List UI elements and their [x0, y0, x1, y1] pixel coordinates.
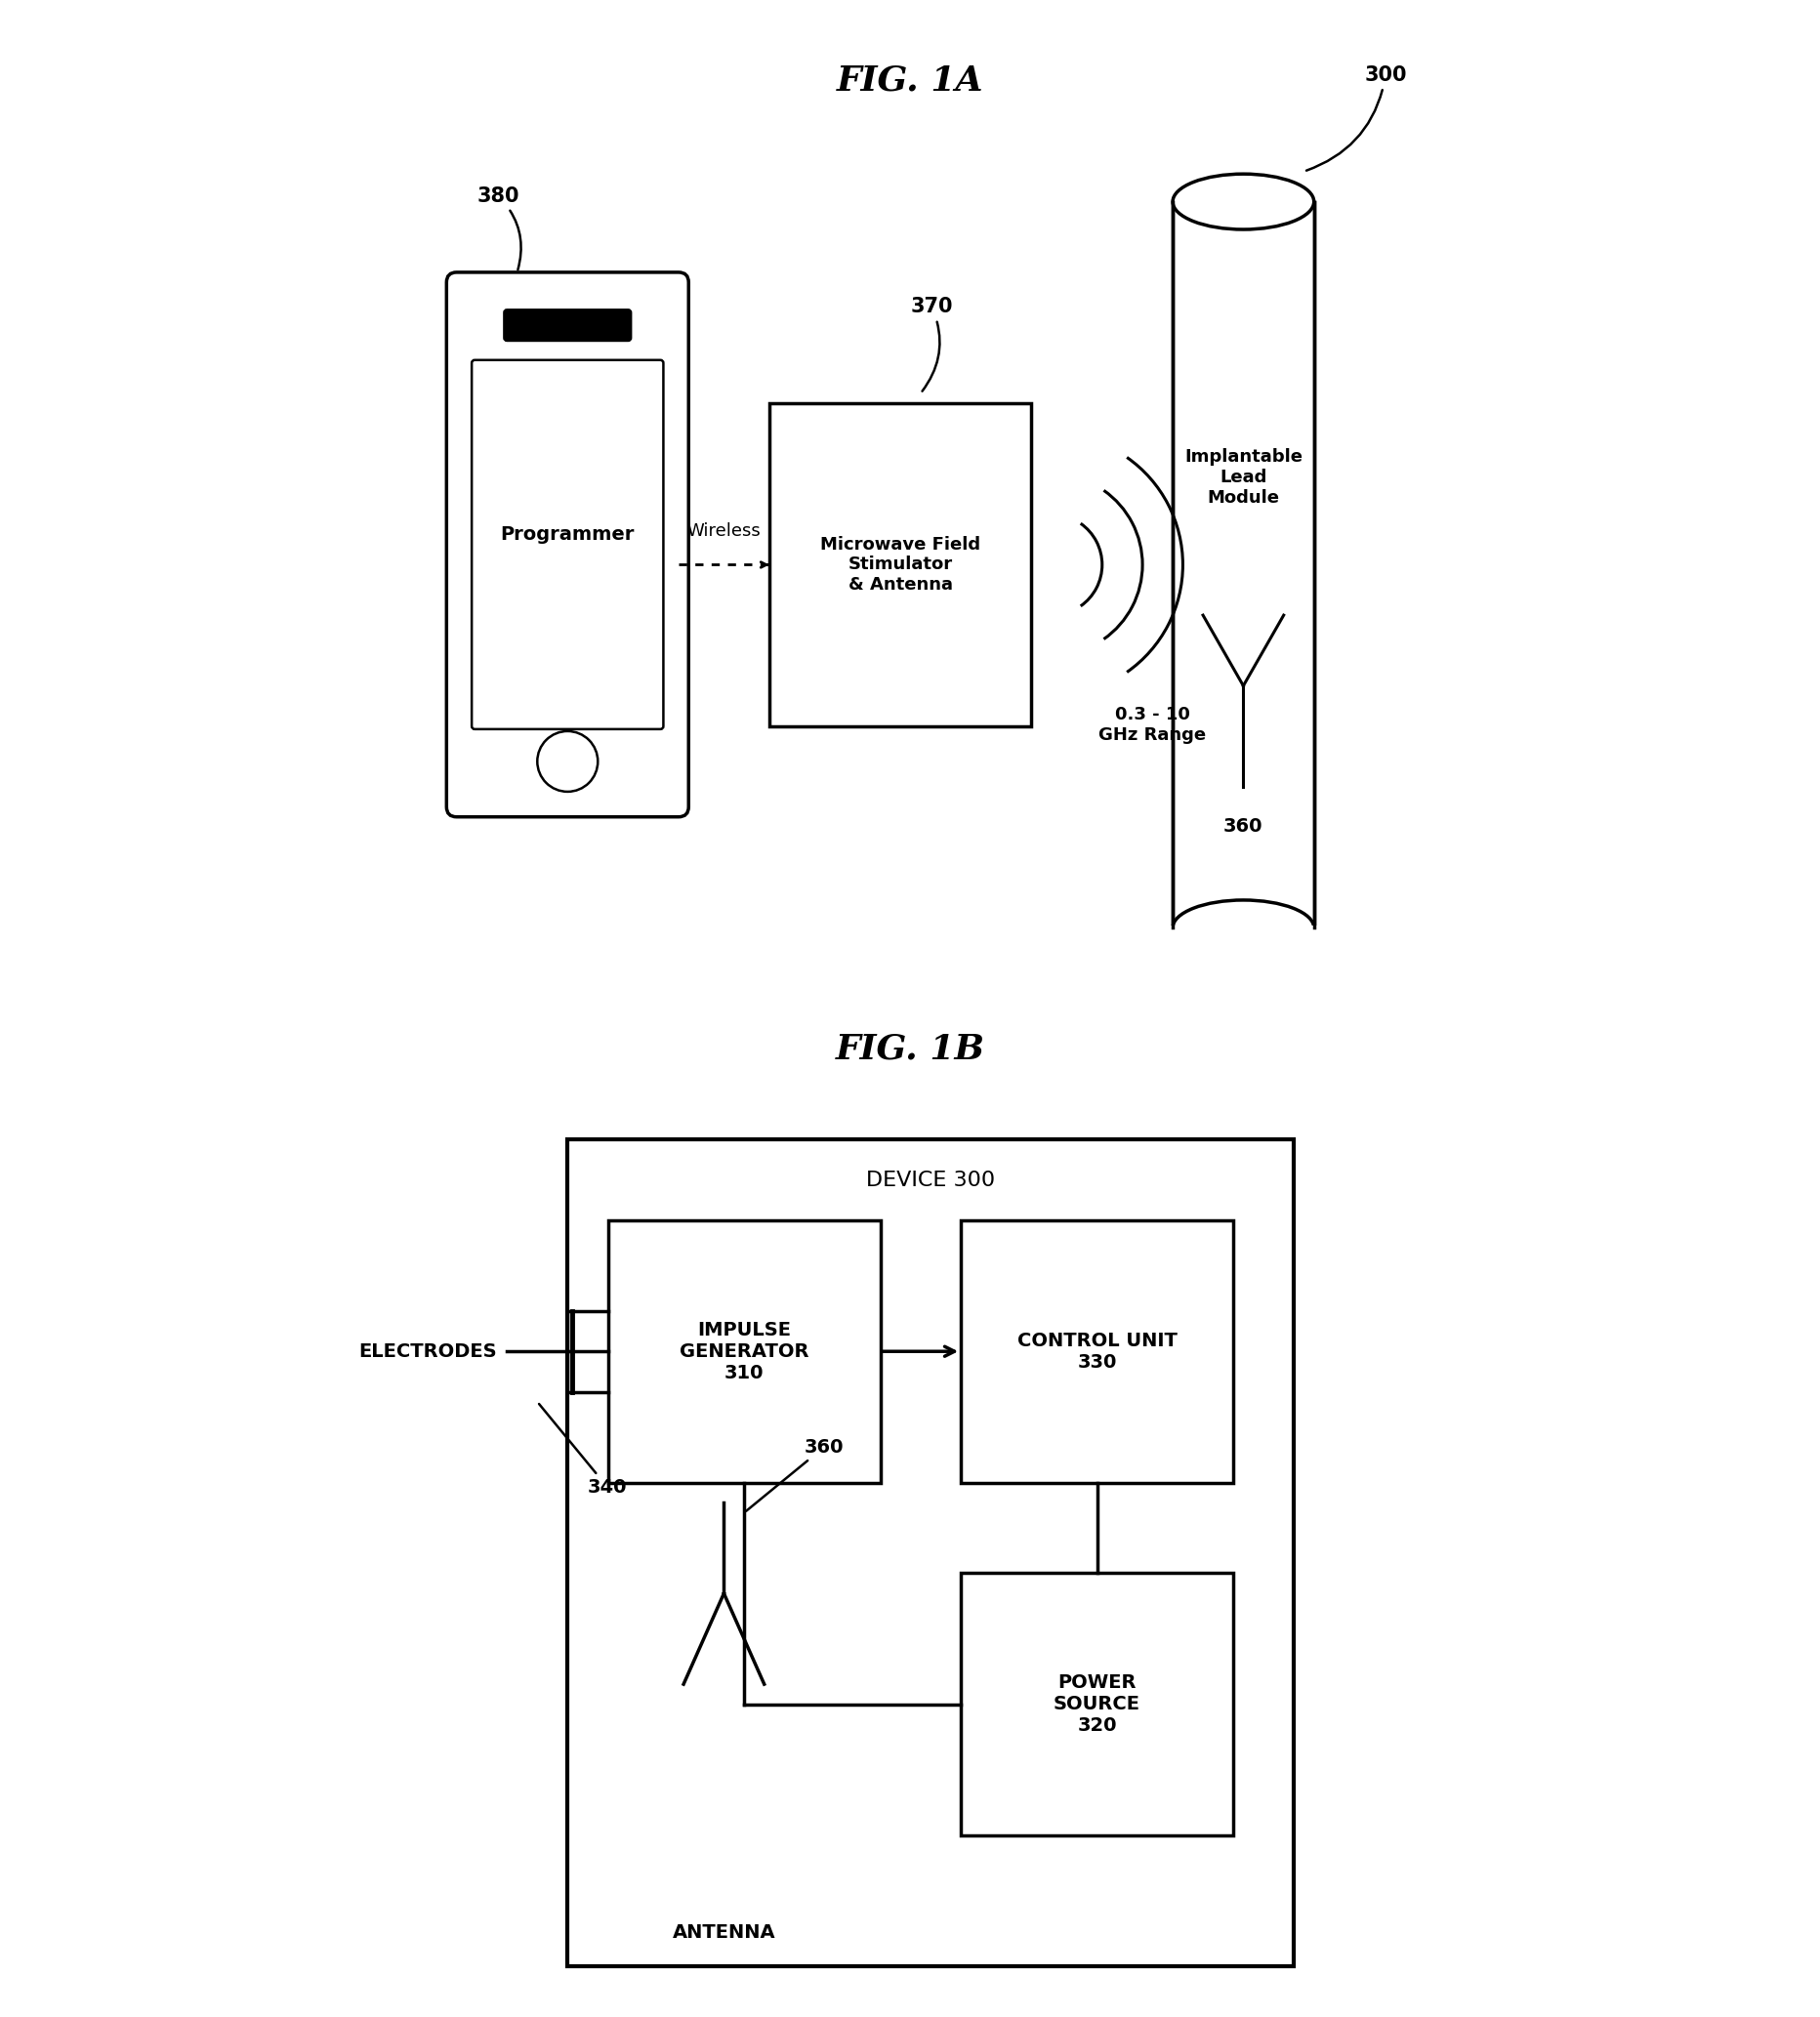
Text: Wireless: Wireless — [686, 522, 761, 539]
Text: 370: 370 — [910, 296, 952, 391]
Text: 340: 340 — [539, 1404, 626, 1497]
Bar — [568, 1140, 1292, 1967]
Bar — [1172, 202, 1314, 928]
Bar — [1167, 926, 1318, 958]
Text: 380: 380 — [477, 186, 521, 270]
Text: 300: 300 — [1305, 65, 1407, 171]
Text: 0.3 - 10
GHz Range: 0.3 - 10 GHz Range — [1097, 706, 1205, 744]
Text: CONTROL UNIT
330: CONTROL UNIT 330 — [1017, 1331, 1176, 1372]
Text: Implantable
Lead
Module: Implantable Lead Module — [1183, 448, 1301, 506]
FancyBboxPatch shape — [471, 359, 662, 728]
Text: ANTENNA: ANTENNA — [672, 1922, 775, 1940]
Text: 360: 360 — [746, 1438, 844, 1511]
Text: ELECTRODES: ELECTRODES — [359, 1341, 497, 1361]
FancyBboxPatch shape — [446, 272, 688, 817]
Text: DEVICE 300: DEVICE 300 — [866, 1170, 994, 1190]
Text: Programmer: Programmer — [500, 524, 635, 545]
Text: FIG. 1A: FIG. 1A — [837, 65, 983, 97]
Circle shape — [537, 730, 597, 791]
Ellipse shape — [1172, 900, 1314, 956]
Bar — [961, 1573, 1232, 1835]
Text: 360: 360 — [1223, 817, 1263, 835]
Text: FIG. 1B: FIG. 1B — [835, 1033, 985, 1065]
Bar — [961, 1220, 1232, 1482]
Bar — [608, 1220, 879, 1482]
Text: IMPULSE
GENERATOR
310: IMPULSE GENERATOR 310 — [679, 1321, 808, 1382]
Bar — [768, 403, 1030, 726]
Text: POWER
SOURCE
320: POWER SOURCE 320 — [1054, 1674, 1139, 1735]
Text: Microwave Field
Stimulator
& Antenna: Microwave Field Stimulator & Antenna — [819, 537, 979, 593]
Ellipse shape — [1172, 173, 1314, 230]
FancyBboxPatch shape — [504, 309, 632, 341]
